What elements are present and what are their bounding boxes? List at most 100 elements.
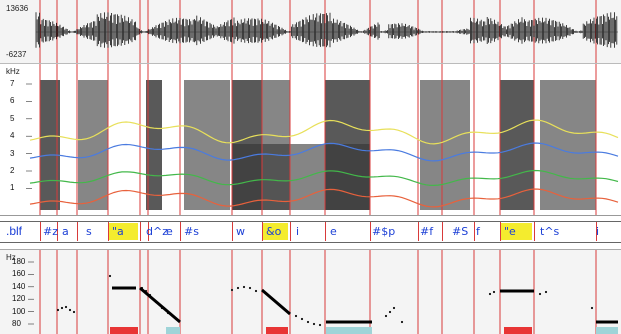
pitch-tick: 180 — [12, 257, 26, 266]
spectrogram-tick: 7 — [10, 79, 15, 88]
spectral-energy-band — [78, 80, 108, 210]
waveform-trace — [35, 12, 618, 48]
segment-tier[interactable]: .blf #z a s "a d^z e #s w &o i e #$p #f #S f "e t^s i — [0, 221, 621, 243]
formant-f1-track — [29, 188, 619, 208]
tier-boundary[interactable] — [418, 222, 419, 241]
pitch-point — [306, 320, 310, 324]
pitch-point — [68, 308, 72, 312]
pitch-point — [248, 286, 252, 290]
tier-boundary[interactable] — [232, 222, 233, 241]
pitch-point — [56, 308, 60, 312]
pitch-tick: 160 — [12, 269, 26, 279]
segment-label[interactable]: i — [596, 225, 600, 238]
tier-boundary[interactable] — [180, 222, 181, 241]
segment-label[interactable]: #f — [420, 225, 434, 238]
spectrogram-panel[interactable]: kHz 7 6 5 4 3 2 1 — [0, 64, 621, 216]
segment-label[interactable]: t^s — [540, 225, 560, 238]
spectrogram-unit-label: kHz — [6, 67, 20, 76]
spectral-energy-band — [146, 80, 162, 210]
segment-label[interactable]: e — [166, 225, 173, 238]
waveform-panel[interactable]: 13636 -6237 — [0, 0, 621, 64]
tier-boundary[interactable] — [290, 222, 291, 241]
pitch-point — [64, 305, 68, 309]
formant-f2-track — [29, 142, 619, 162]
tier-boundary[interactable] — [108, 222, 109, 241]
spectral-energy-band — [40, 80, 60, 210]
tier-boundary[interactable] — [262, 222, 263, 241]
segment-label[interactable]: #s — [184, 225, 199, 238]
spectrogram-tick: 4 — [10, 131, 15, 141]
tier-boundary[interactable] — [77, 222, 78, 241]
segment-label[interactable]: e — [330, 225, 337, 238]
pitch-plot — [28, 250, 618, 334]
formant-f3-track — [29, 169, 619, 187]
accent-marker — [266, 327, 288, 334]
waveform-plot — [35, 0, 618, 63]
boundary-tone-marker — [326, 327, 372, 334]
spectrogram-tick: 5 — [10, 113, 15, 123]
tier-boundary[interactable] — [40, 222, 41, 241]
tier-boundary[interactable] — [596, 222, 597, 241]
accent-marker — [110, 327, 138, 334]
tier-boundary[interactable] — [534, 222, 535, 241]
spectral-energy-band — [420, 80, 470, 210]
tier-boundary[interactable] — [57, 222, 58, 241]
accent-marker — [504, 327, 532, 334]
pitch-point — [236, 286, 240, 290]
pitch-point — [318, 323, 322, 327]
segment-label[interactable]: w — [236, 225, 245, 238]
pitch-point — [544, 290, 548, 294]
pitch-panel[interactable]: Hz 180 160 140 120 100 80 — [0, 249, 621, 334]
pitch-point — [400, 320, 404, 324]
segment-highlight — [501, 223, 532, 240]
spectral-energy-band — [232, 144, 370, 210]
spectral-energy-band — [184, 80, 230, 210]
segment-label[interactable]: #$p — [372, 225, 396, 238]
pitch-point — [488, 292, 492, 296]
segment-label[interactable]: d^z — [146, 225, 168, 238]
boundary-tone-marker — [166, 327, 180, 334]
pitch-tick: 120 — [12, 294, 26, 304]
segment-label[interactable]: "e — [504, 225, 516, 238]
tier-boundary[interactable] — [140, 222, 141, 241]
pitch-target-slope — [139, 286, 181, 324]
tier-boundary[interactable] — [148, 222, 149, 241]
formant-f4-track — [29, 119, 619, 145]
tier-boundary[interactable] — [370, 222, 371, 241]
pitch-point — [72, 310, 76, 314]
segment-label[interactable]: a — [62, 225, 69, 238]
pitch-point — [388, 310, 392, 314]
segment-label[interactable]: "a — [112, 225, 124, 238]
waveform-max-label: 13636 — [6, 4, 29, 13]
pitch-point — [108, 274, 112, 278]
pitch-point — [294, 314, 298, 318]
segment-label[interactable]: f — [476, 225, 480, 238]
pitch-tick: 140 — [12, 281, 26, 291]
pitch-point — [384, 314, 388, 318]
pitch-point — [230, 288, 234, 292]
pitch-point — [312, 322, 316, 326]
boundary-tone-marker — [596, 327, 618, 334]
pitch-point — [242, 285, 246, 289]
segment-label[interactable]: i — [296, 225, 300, 238]
tier-boundary[interactable] — [474, 222, 475, 241]
tier-boundary[interactable] — [325, 222, 326, 241]
pitch-point — [492, 290, 496, 294]
waveform-min-label: -6237 — [6, 50, 27, 59]
tier-boundary[interactable] — [500, 222, 501, 241]
pitch-point — [300, 317, 304, 321]
segment-label[interactable]: #z — [43, 225, 58, 238]
tier-boundary[interactable] — [442, 222, 443, 241]
spectrogram-tick: 3 — [10, 148, 15, 158]
pitch-point — [538, 292, 542, 296]
segment-label[interactable]: &o — [266, 225, 282, 238]
segment-label[interactable]: s — [86, 225, 92, 238]
segment-label[interactable]: #S — [452, 225, 469, 238]
spectral-energy-band — [500, 80, 534, 210]
spectrogram-tick: 2 — [10, 166, 15, 175]
pitch-tick: 80 — [12, 319, 21, 328]
pitch-point — [590, 306, 594, 310]
pitch-point — [392, 306, 396, 310]
pitch-target-slope — [261, 288, 291, 316]
pitch-point — [60, 306, 64, 310]
